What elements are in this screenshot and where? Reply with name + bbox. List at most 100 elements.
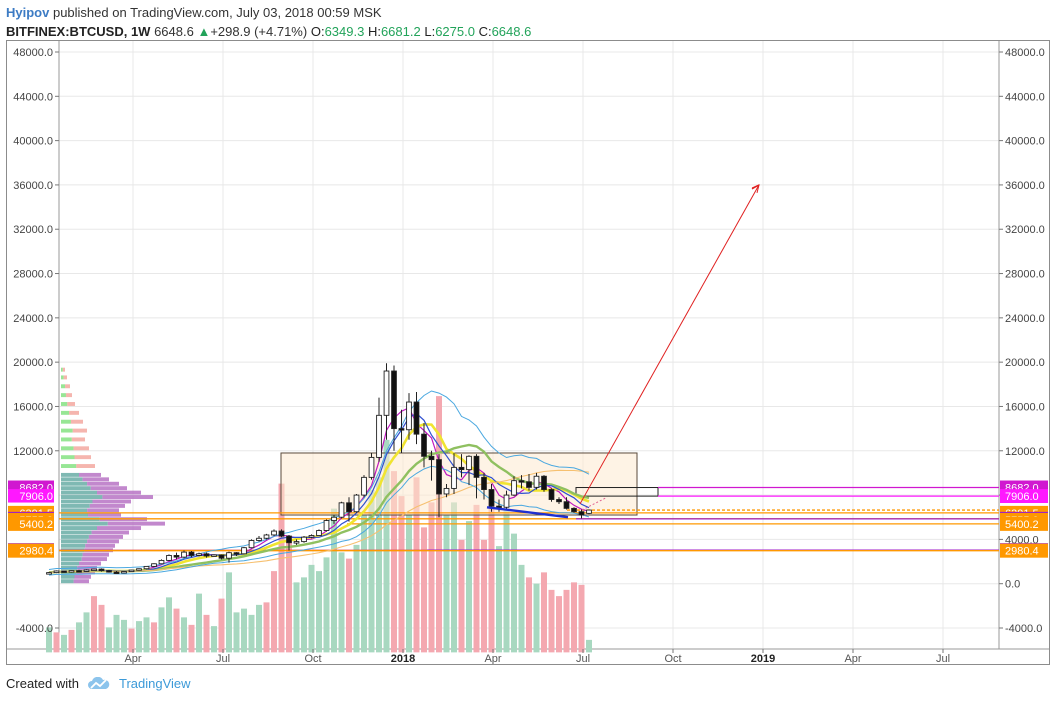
profile-bar-up xyxy=(61,490,97,495)
footer: Created with TradingView xyxy=(6,676,191,691)
profile-bar-up xyxy=(61,557,82,562)
candle-body xyxy=(571,507,577,513)
profile-bar-up xyxy=(61,552,83,557)
profile-bar-up xyxy=(61,375,64,380)
price-tag-right-bg xyxy=(1000,543,1048,558)
symbol-line: BITFINEX:BTCUSD, 1W 6648.6 ▲+298.9 (+4.7… xyxy=(6,22,531,41)
candle-body xyxy=(286,535,292,544)
volume-bar xyxy=(428,502,435,653)
volume-bar xyxy=(391,471,397,653)
profile-bar-down xyxy=(85,543,115,548)
candle-body xyxy=(548,489,555,500)
profile-bar-down xyxy=(63,375,67,380)
volume-bar xyxy=(226,572,232,653)
candle-body xyxy=(556,499,562,503)
profile-bar-up xyxy=(61,499,93,504)
volume-bar xyxy=(256,604,262,653)
volume-bar xyxy=(233,612,240,653)
x-tick-label: Oct xyxy=(664,653,681,664)
profile-bar-up xyxy=(61,526,97,531)
profile-bar-down xyxy=(69,410,79,415)
y-tick-label-right: 20000.0 xyxy=(1005,357,1045,369)
candle-body xyxy=(541,475,547,490)
profile-bar-up xyxy=(61,446,74,451)
volume-bar xyxy=(413,477,420,653)
price-chart[interactable]: 48000.0 44000.0 40000.0 36000.0 32000.0 28000… xyxy=(7,41,1049,665)
volume-bar xyxy=(248,614,255,653)
candle-body xyxy=(173,554,180,558)
volume-bar xyxy=(143,617,150,653)
profile-bar-down xyxy=(72,428,87,433)
profile-bar-up xyxy=(61,455,75,460)
y-tick-label-left: 16000.0 xyxy=(13,401,53,413)
candle-body xyxy=(106,570,112,573)
profile-bar-down xyxy=(67,402,75,406)
symbol-name: BITFINEX:BTCUSD, 1W xyxy=(6,24,151,39)
price-tag-right: 5400.2 xyxy=(1005,519,1039,531)
candle-body xyxy=(368,456,375,478)
y-tick-label-left: 32000.0 xyxy=(13,224,53,236)
candle-body xyxy=(451,466,457,489)
y-tick-label-right: 44000.0 xyxy=(1005,91,1045,103)
profile-bar-down xyxy=(65,384,70,389)
profile-bar-up xyxy=(61,561,79,566)
profile-bar-up xyxy=(61,539,88,544)
profile-bar-up xyxy=(61,464,77,468)
candle-body xyxy=(308,535,315,538)
volume-bar xyxy=(278,483,285,653)
x-tick-label: 2019 xyxy=(751,653,775,664)
volume-bar xyxy=(533,583,540,653)
author-name[interactable]: Hyipov xyxy=(6,5,50,20)
profile-bar-down xyxy=(102,495,153,500)
profile-bar-down xyxy=(65,393,72,398)
profile-bar-down xyxy=(97,526,141,531)
chart-pane[interactable]: 48000.0 44000.0 40000.0 36000.0 32000.0 28000… xyxy=(6,40,1050,665)
forecast-arrow-tip xyxy=(751,184,760,194)
profile-bar-down xyxy=(74,574,91,579)
volume-bar xyxy=(488,502,495,653)
profile-bar-down xyxy=(89,503,125,508)
y-tick-label-left: 12000.0 xyxy=(13,446,53,458)
volume-bar xyxy=(76,622,82,653)
candle-body xyxy=(353,494,360,513)
profile-bar-down xyxy=(62,367,65,372)
volume-bar xyxy=(556,596,562,653)
volume-bar xyxy=(241,608,247,653)
volume-bar xyxy=(563,589,570,653)
ma-orange xyxy=(48,469,590,574)
y-tick-label-right: 36000.0 xyxy=(1005,180,1045,192)
price-tag-left: 5400.2 xyxy=(19,519,53,531)
tradingview-brand[interactable]: TradingView xyxy=(118,676,191,691)
close-value: 6648.6 xyxy=(491,24,532,39)
forecast-dotted-ray xyxy=(581,496,608,511)
price-tag-left: 7906.0 xyxy=(19,491,53,503)
candle-body xyxy=(473,455,480,478)
volume-bar xyxy=(83,612,90,653)
profile-bar-up xyxy=(61,472,79,477)
chart-header: Hyipov published on TradingView.com, Jul… xyxy=(6,3,531,41)
price-tag-left-bg xyxy=(8,543,54,558)
profile-bar-up xyxy=(61,410,70,415)
price-tag-left-bg xyxy=(8,489,54,504)
price-tag-left: 2980.4 xyxy=(19,546,53,558)
candle-body xyxy=(503,494,510,508)
open-label: O: xyxy=(310,24,325,39)
price-change: +298.9 (+4.71%) xyxy=(210,24,308,39)
candle-body xyxy=(361,476,367,496)
profile-bar-down xyxy=(73,446,89,451)
volume-bar xyxy=(286,539,292,653)
profile-bar-down xyxy=(70,419,83,424)
candle-body xyxy=(226,552,232,559)
y-tick-label-right: 24000.0 xyxy=(1005,313,1045,325)
y-tick-label-right: 28000.0 xyxy=(1005,269,1045,281)
y-tick-label-left: -4000.0 xyxy=(16,623,53,635)
band-upper xyxy=(48,390,590,570)
x-tick-label: Apr xyxy=(844,653,861,664)
volume-bar xyxy=(578,584,585,653)
profile-bar-down xyxy=(87,539,119,544)
candle-body xyxy=(248,540,255,549)
volume-bar xyxy=(541,572,547,653)
profile-bar-down xyxy=(87,508,119,513)
profile-bar-up xyxy=(61,419,71,424)
price-tag-right: 7906.0 xyxy=(1005,491,1039,503)
